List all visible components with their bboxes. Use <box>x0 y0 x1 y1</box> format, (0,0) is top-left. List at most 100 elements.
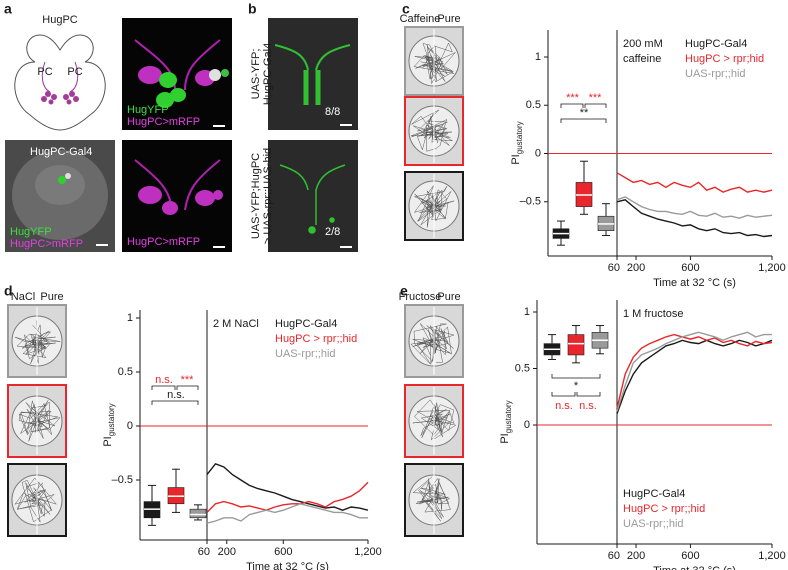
image-label: HugYFP <box>127 104 169 116</box>
series-line <box>616 333 773 409</box>
x-tick-label: 200 <box>627 262 645 274</box>
scale-bar <box>213 125 225 127</box>
x-tick-label: 600 <box>274 546 292 558</box>
panel-letter: c <box>402 1 410 17</box>
x-axis-label: Time at 32 °C (s) <box>653 565 736 570</box>
y-tick-label: 0 <box>524 419 530 431</box>
legend-label: UAS-rpr;;hid <box>275 348 336 360</box>
sig-label: *** <box>589 92 603 104</box>
x-tick-label: 60 <box>608 262 620 274</box>
count-label: 8/8 <box>325 106 340 118</box>
sig-bracket <box>560 103 584 108</box>
sig-label: *** <box>181 374 195 386</box>
y-tick-label: 0.5 <box>118 366 133 378</box>
trajectory <box>410 323 455 365</box>
legend-label: HugPC > rpr;;hid <box>623 503 705 515</box>
photo-label: NaCl <box>11 291 35 303</box>
x-axis-label: Time at 32 °C (s) <box>246 561 329 570</box>
photo-label: Fructose <box>399 291 442 303</box>
trajectory <box>413 183 455 228</box>
photo-label: Caffeine <box>400 13 441 25</box>
y-tick-label: 1 <box>535 51 541 63</box>
sig-label: n.s. <box>579 400 597 412</box>
y-tick-label: 0.5 <box>526 99 541 111</box>
brain-diagram <box>14 34 106 131</box>
micrograph <box>268 140 358 252</box>
trajectory <box>18 400 61 442</box>
y-tick-label: 0 <box>535 147 541 159</box>
brain-photo <box>12 150 108 240</box>
legend-label: HugPC > rpr;;hid <box>275 333 357 345</box>
scale-bar <box>96 244 108 246</box>
panel-letter: d <box>4 283 13 299</box>
sig-bracket <box>560 118 607 123</box>
annotation: caffeine <box>623 53 661 65</box>
trajectory <box>14 477 58 523</box>
image-label: HugYFP <box>10 226 52 238</box>
box <box>189 508 207 519</box>
y-tick-label: 0 <box>127 420 133 432</box>
legend-label: HugPC > rpr;hid <box>685 53 764 65</box>
image-label: HugPC>mRFP <box>10 238 83 250</box>
series-line <box>206 481 369 513</box>
series-line <box>616 199 773 238</box>
pc-label: PC <box>67 66 82 78</box>
fluorescence <box>134 159 223 215</box>
genotype-label: > UAS-rpr;;UAS-hid <box>262 148 274 244</box>
sig-bracket <box>176 385 199 390</box>
annotation: 200 mM <box>623 38 663 50</box>
sig-label: * <box>574 380 579 392</box>
box <box>567 334 585 356</box>
sig-bracket <box>551 374 601 379</box>
y-tick-label: –0.5 <box>112 474 133 486</box>
y-label-sub: gustatory <box>107 403 116 436</box>
fluorescence <box>279 164 346 234</box>
y-label-main: PI <box>102 436 114 446</box>
sig-label: ** <box>580 107 589 119</box>
image-label: HugPC>mRFP <box>127 116 200 128</box>
legend-label: HugPC-Gal4 <box>275 318 337 330</box>
y-label-main: PI <box>499 433 511 443</box>
annotation: 2 M NaCl <box>213 318 259 330</box>
sig-bracket <box>551 392 576 397</box>
image-label: HugPC-Gal4 <box>30 146 92 158</box>
count-label: 2/8 <box>325 226 340 238</box>
trajectory <box>412 476 451 522</box>
legend-label: HugPC-Gal4 <box>685 38 747 50</box>
x-tick-label: 200 <box>218 546 236 558</box>
y-label-sub: gustatory <box>515 121 524 154</box>
legend-label: UAS-rpr;;hid <box>623 518 684 530</box>
series-line <box>206 503 368 524</box>
y-axis-label: PIgustatory <box>510 121 524 164</box>
sig-bracket <box>576 392 601 397</box>
pc-label: PC <box>37 66 52 78</box>
series-line <box>616 339 773 414</box>
scale-bar <box>340 124 352 126</box>
series-line <box>616 331 772 412</box>
pc-cells <box>41 91 79 105</box>
x-axis-label: Time at 32 °C (s) <box>653 277 736 289</box>
sig-label: *** <box>566 92 580 104</box>
y-tick-label: 1 <box>127 312 133 324</box>
legend-label: HugPC-Gal4 <box>623 488 685 500</box>
y-label-main: PI <box>510 154 522 164</box>
x-tick-label: 600 <box>681 262 699 274</box>
x-tick-label: 1,200 <box>758 262 786 274</box>
panel-letter: b <box>248 1 257 17</box>
sig-bracket <box>584 103 607 108</box>
fluorescence <box>274 44 351 105</box>
annotation: 1 M fructose <box>623 308 684 320</box>
y-axis-label: PIgustatory <box>499 400 513 443</box>
genotype-label: UAS-YFP;HugPC <box>250 153 262 239</box>
x-tick-label: 200 <box>627 550 645 562</box>
scale-bar <box>213 246 225 248</box>
x-tick-label: 600 <box>681 550 699 562</box>
diagram-title: HugPC <box>42 14 78 26</box>
sig-bracket <box>151 400 199 405</box>
y-label-sub: gustatory <box>504 400 513 433</box>
series-line <box>616 196 773 219</box>
y-axis-label: PIgustatory <box>102 403 116 446</box>
fluorescence <box>134 39 229 108</box>
genotype-label: HugPC-Gal4 <box>262 43 274 105</box>
